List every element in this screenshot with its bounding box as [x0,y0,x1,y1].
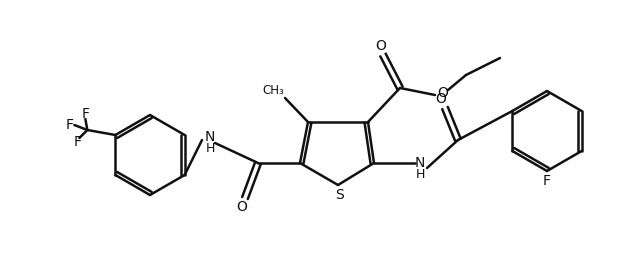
Text: O: O [237,200,248,214]
Text: F: F [81,107,90,121]
Text: H: H [205,141,214,155]
Text: F: F [543,174,551,188]
Text: F: F [65,118,74,132]
Text: O: O [436,92,447,106]
Text: O: O [438,86,449,100]
Text: N: N [415,156,425,170]
Text: O: O [376,39,387,53]
Text: S: S [335,188,344,202]
Text: H: H [415,168,425,181]
Text: CH₃: CH₃ [262,83,284,97]
Text: N: N [205,130,215,144]
Text: F: F [74,135,81,149]
